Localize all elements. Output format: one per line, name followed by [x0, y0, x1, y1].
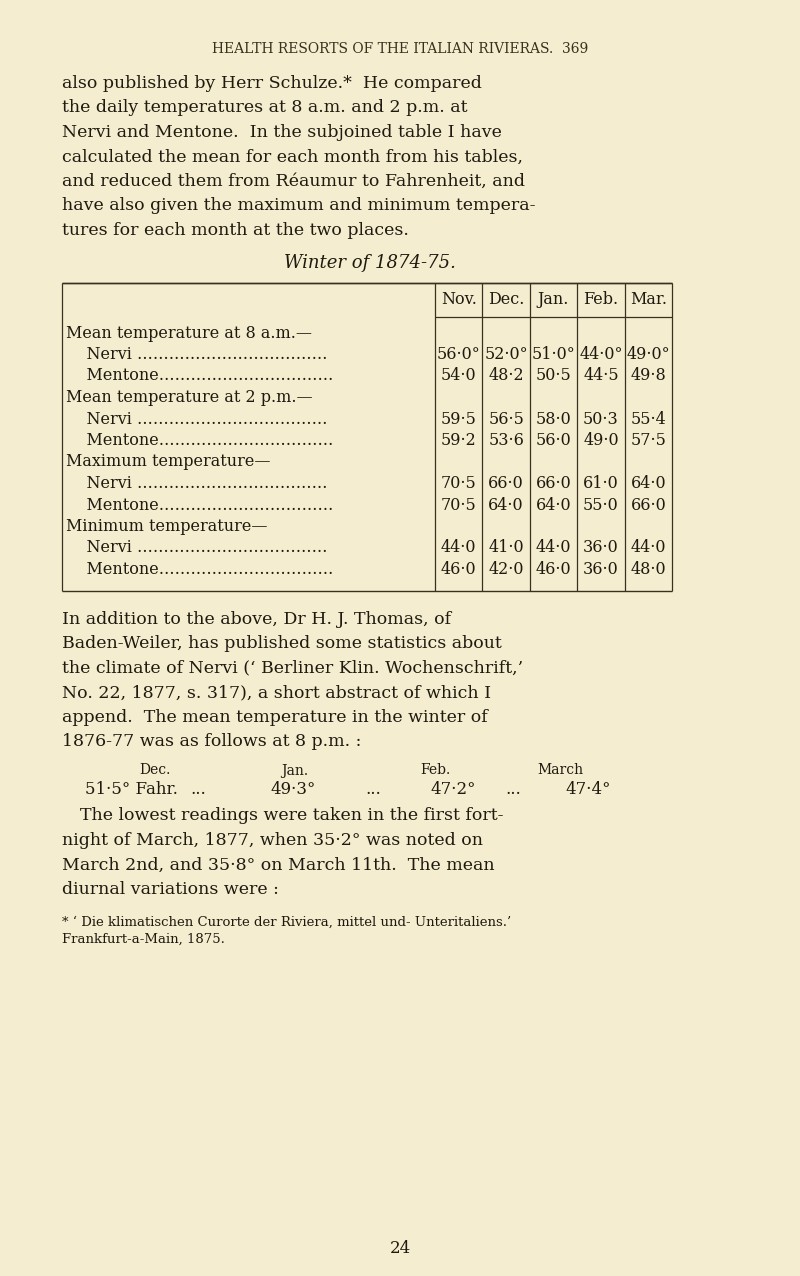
Text: the climate of Nervi (‘ Berliner Klin. Wochenschrift,’: the climate of Nervi (‘ Berliner Klin. W…: [62, 660, 523, 676]
Text: 50·3: 50·3: [583, 411, 618, 427]
Text: 56·5: 56·5: [488, 411, 524, 427]
Text: Feb.: Feb.: [583, 291, 618, 308]
Text: 48·2: 48·2: [488, 367, 524, 384]
Text: Mar.: Mar.: [630, 291, 667, 308]
Text: 24: 24: [390, 1240, 410, 1257]
Text: Nervi ………………………………: Nervi ………………………………: [66, 540, 327, 556]
Text: In addition to the above, Dr H. J. Thomas, of: In addition to the above, Dr H. J. Thoma…: [62, 610, 451, 628]
Text: Nervi ………………………………: Nervi ………………………………: [66, 475, 327, 493]
Text: 51·0°: 51·0°: [532, 346, 575, 362]
Text: 59·2: 59·2: [441, 433, 477, 449]
Text: The lowest readings were taken in the first fort-: The lowest readings were taken in the fi…: [80, 808, 503, 824]
Text: 64·0: 64·0: [630, 475, 666, 493]
Text: 66·0: 66·0: [488, 475, 524, 493]
Text: Maximum temperature—: Maximum temperature—: [66, 453, 270, 471]
Text: * ‘ Die klimatischen Curorte der Riviera, mittel und- Unteritaliens.’: * ‘ Die klimatischen Curorte der Riviera…: [62, 915, 511, 929]
Text: Nov.: Nov.: [441, 291, 477, 308]
Text: 44·0: 44·0: [630, 540, 666, 556]
Text: Nervi ………………………………: Nervi ………………………………: [66, 346, 327, 362]
Text: No. 22, 1877, s. 317), a short abstract of which I: No. 22, 1877, s. 317), a short abstract …: [62, 684, 491, 701]
Text: Nervi ………………………………: Nervi ………………………………: [66, 411, 327, 427]
Text: 64·0: 64·0: [488, 496, 524, 513]
Text: 66·0: 66·0: [630, 496, 666, 513]
Text: Mean temperature at 2 p.m.—: Mean temperature at 2 p.m.—: [66, 389, 313, 406]
Text: Mentone……………………………: Mentone……………………………: [66, 496, 334, 513]
Text: also published by Herr Schulze.*  He compared: also published by Herr Schulze.* He comp…: [62, 75, 482, 92]
Text: HEALTH RESORTS OF THE ITALIAN RIVIERAS.  369: HEALTH RESORTS OF THE ITALIAN RIVIERAS. …: [212, 42, 588, 56]
Text: Mentone……………………………: Mentone……………………………: [66, 433, 334, 449]
Text: ...: ...: [190, 781, 206, 799]
Text: 55·0: 55·0: [583, 496, 618, 513]
Text: 47·4°: 47·4°: [565, 781, 610, 799]
Text: 55·4: 55·4: [630, 411, 666, 427]
Text: Mentone……………………………: Mentone……………………………: [66, 367, 334, 384]
Text: 44·0°: 44·0°: [579, 346, 622, 362]
Text: 46·0: 46·0: [536, 561, 571, 578]
Text: Frankfurt-a-Main, 1875.: Frankfurt-a-Main, 1875.: [62, 933, 225, 946]
Text: 36·0: 36·0: [583, 540, 618, 556]
Text: 70·5: 70·5: [441, 475, 477, 493]
Text: 47·2°: 47·2°: [430, 781, 475, 799]
Text: 46·0: 46·0: [441, 561, 477, 578]
Text: Baden-Weiler, has published some statistics about: Baden-Weiler, has published some statist…: [62, 635, 502, 652]
Text: Winter of 1874-75.: Winter of 1874-75.: [284, 254, 456, 273]
Text: 61·0: 61·0: [583, 475, 618, 493]
Text: 1876-77 was as follows at 8 p.m. :: 1876-77 was as follows at 8 p.m. :: [62, 732, 362, 750]
Text: 56·0: 56·0: [536, 433, 571, 449]
Text: Dec.: Dec.: [488, 291, 524, 308]
Text: 44·5: 44·5: [583, 367, 618, 384]
Text: and reduced them from Réaumur to Fahrenheit, and: and reduced them from Réaumur to Fahrenh…: [62, 174, 525, 190]
Text: March 2nd, and 35·8° on March 11th.  The mean: March 2nd, and 35·8° on March 11th. The …: [62, 856, 494, 874]
Text: Minimum temperature—: Minimum temperature—: [66, 518, 267, 535]
Text: 57·5: 57·5: [630, 433, 666, 449]
Text: Nervi and Mentone.  In the subjoined table I have: Nervi and Mentone. In the subjoined tabl…: [62, 124, 502, 142]
Text: 49·0: 49·0: [583, 433, 618, 449]
Text: append.  The mean temperature in the winter of: append. The mean temperature in the wint…: [62, 708, 488, 726]
Text: 52·0°: 52·0°: [484, 346, 528, 362]
Text: 70·5: 70·5: [441, 496, 477, 513]
Text: have also given the maximum and minimum tempera-: have also given the maximum and minimum …: [62, 198, 535, 214]
Text: 49·8: 49·8: [630, 367, 666, 384]
Text: Mentone……………………………: Mentone……………………………: [66, 561, 334, 578]
Text: ...: ...: [505, 781, 521, 799]
Text: ...: ...: [365, 781, 381, 799]
Text: 48·0: 48·0: [630, 561, 666, 578]
Text: 44·0: 44·0: [441, 540, 477, 556]
Text: night of March, 1877, when 35·2° was noted on: night of March, 1877, when 35·2° was not…: [62, 832, 483, 849]
Text: 54·0: 54·0: [441, 367, 477, 384]
Text: Mean temperature at 8 a.m.—: Mean temperature at 8 a.m.—: [66, 324, 312, 342]
Text: 58·0: 58·0: [536, 411, 571, 427]
Text: 36·0: 36·0: [583, 561, 618, 578]
Text: 41·0: 41·0: [488, 540, 524, 556]
Text: 50·5: 50·5: [536, 367, 571, 384]
Text: Jan.: Jan.: [538, 291, 569, 308]
Text: the daily temperatures at 8 a.m. and 2 p.m. at: the daily temperatures at 8 a.m. and 2 p…: [62, 100, 467, 116]
Text: 42·0: 42·0: [488, 561, 524, 578]
Text: 66·0: 66·0: [536, 475, 571, 493]
Text: 56·0°: 56·0°: [437, 346, 481, 362]
Text: 44·0: 44·0: [536, 540, 571, 556]
Text: tures for each month at the two places.: tures for each month at the two places.: [62, 222, 409, 239]
Text: 49·3°: 49·3°: [270, 781, 315, 799]
Text: 64·0: 64·0: [536, 496, 571, 513]
Text: 49·0°: 49·0°: [626, 346, 670, 362]
Text: 51·5° Fahr.: 51·5° Fahr.: [85, 781, 178, 799]
Text: 53·6: 53·6: [488, 433, 524, 449]
Text: Jan.: Jan.: [282, 763, 309, 777]
Text: 59·5: 59·5: [441, 411, 477, 427]
Text: Feb.: Feb.: [420, 763, 450, 777]
Text: diurnal variations were :: diurnal variations were :: [62, 880, 279, 898]
Text: calculated the mean for each month from his tables,: calculated the mean for each month from …: [62, 148, 523, 166]
Text: March: March: [537, 763, 583, 777]
Text: Dec.: Dec.: [139, 763, 170, 777]
